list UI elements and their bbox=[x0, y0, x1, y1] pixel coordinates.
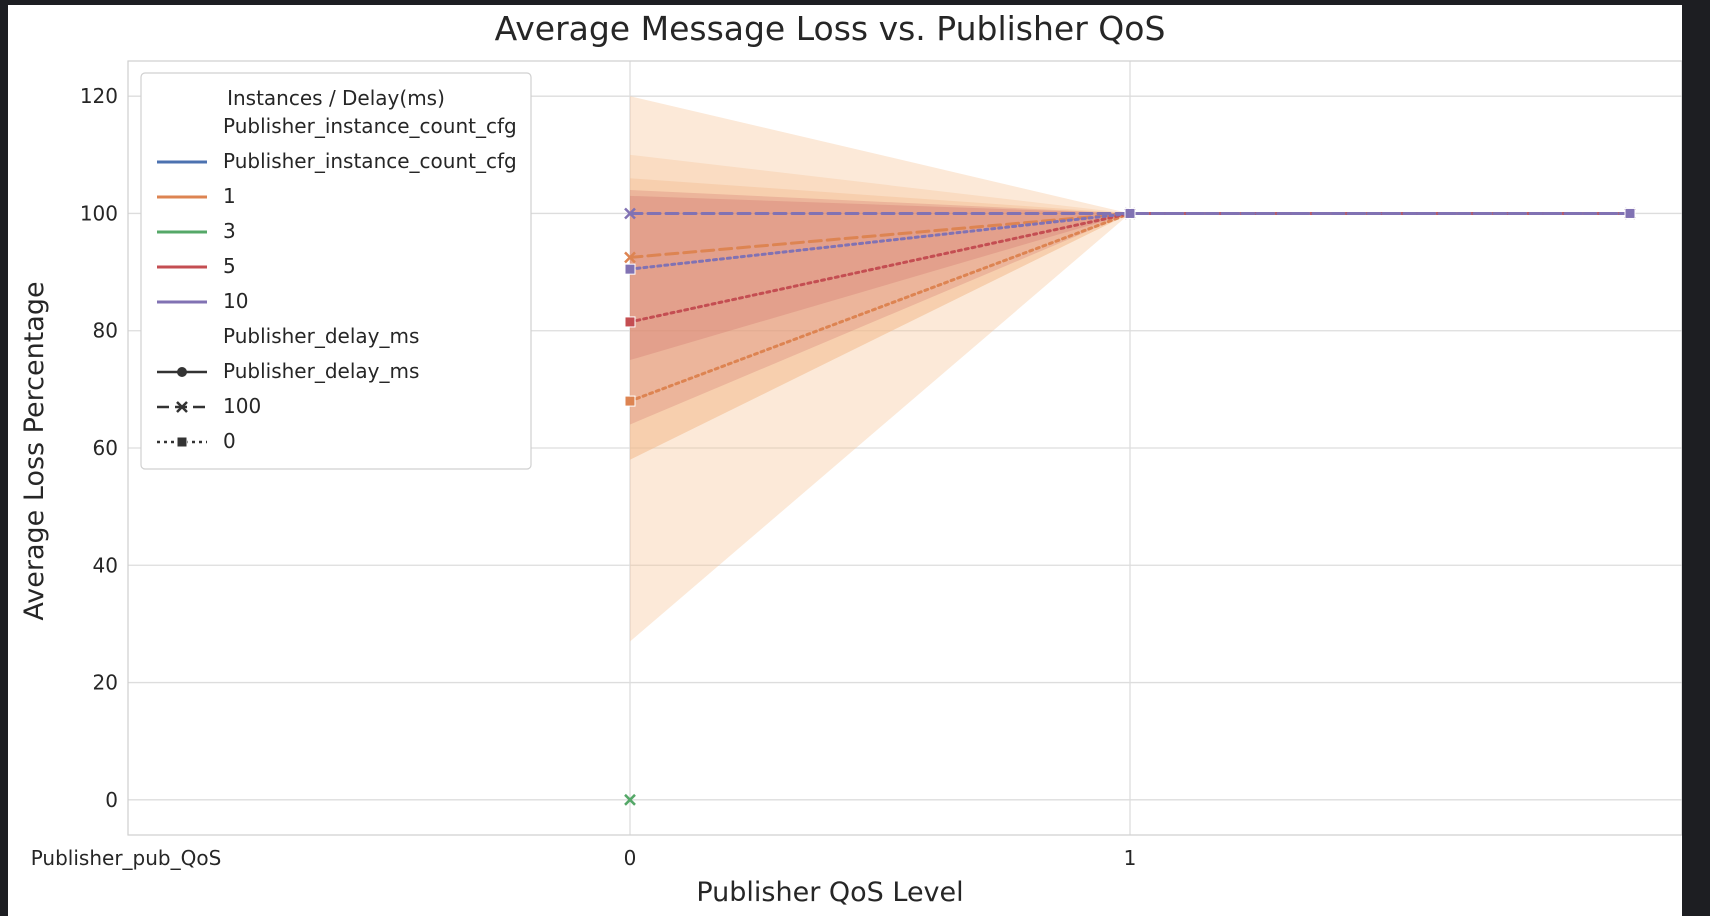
x-tick-label: 0 bbox=[624, 846, 637, 870]
data-point bbox=[624, 251, 636, 264]
chart-figure: 0 20 40 60 80 100 120 Publisher_pub_QoS 0 1 Avera… bbox=[8, 5, 1682, 916]
legend-label: 100 bbox=[223, 394, 261, 418]
x-tick-label: Publisher_pub_QoS bbox=[31, 846, 222, 870]
y-axis-label: Average Loss Percentage bbox=[19, 281, 50, 620]
legend-title: Instances / Delay(ms) bbox=[227, 86, 445, 110]
legend-label: 10 bbox=[223, 289, 248, 313]
y-tick-label: 100 bbox=[80, 201, 118, 225]
data-point bbox=[624, 207, 636, 220]
data-point bbox=[1124, 207, 1136, 219]
data-point bbox=[624, 793, 636, 806]
legend-marker bbox=[176, 436, 188, 448]
data-point bbox=[624, 263, 636, 275]
legend: Instances / Delay(ms) Publisher_instance… bbox=[140, 72, 532, 470]
confidence-bands bbox=[630, 96, 1130, 642]
legend-marker bbox=[177, 367, 187, 377]
confidence-band bbox=[630, 195, 1130, 361]
x-tick-label: 1 bbox=[1124, 846, 1137, 870]
legend-label: 3 bbox=[223, 219, 236, 243]
plot-frame bbox=[127, 60, 1682, 836]
chart-title: Average Message Loss vs. Publisher QoS bbox=[495, 9, 1166, 48]
x-axis-label: Publisher QoS Level bbox=[696, 877, 963, 908]
y-tick-label: 0 bbox=[105, 788, 118, 812]
data-point bbox=[624, 395, 636, 407]
data-point bbox=[624, 316, 636, 328]
y-tick-label: 80 bbox=[93, 319, 118, 343]
legend-label: 1 bbox=[223, 184, 236, 208]
legend-label: 5 bbox=[223, 254, 236, 278]
data-point bbox=[1624, 207, 1636, 219]
legend-entries: Publisher_instance_count_cfg Publisher_in… bbox=[157, 114, 517, 453]
legend-label: Publisher_instance_count_cfg bbox=[223, 114, 517, 138]
legend-marker bbox=[176, 401, 188, 413]
series-markers bbox=[624, 207, 1636, 806]
confidence-band bbox=[630, 178, 1130, 460]
y-tick-label: 40 bbox=[93, 553, 118, 577]
legend-label: Publisher_delay_ms bbox=[223, 359, 419, 383]
confidence-band bbox=[630, 96, 1130, 642]
legend-label: Publisher_delay_ms bbox=[223, 324, 419, 348]
legend-label: Publisher_instance_count_cfg bbox=[223, 149, 517, 173]
y-tick-label: 20 bbox=[93, 671, 118, 695]
y-tick-label: 60 bbox=[93, 436, 118, 460]
y-tick-label: 120 bbox=[80, 84, 118, 108]
legend-label: 0 bbox=[223, 429, 236, 453]
